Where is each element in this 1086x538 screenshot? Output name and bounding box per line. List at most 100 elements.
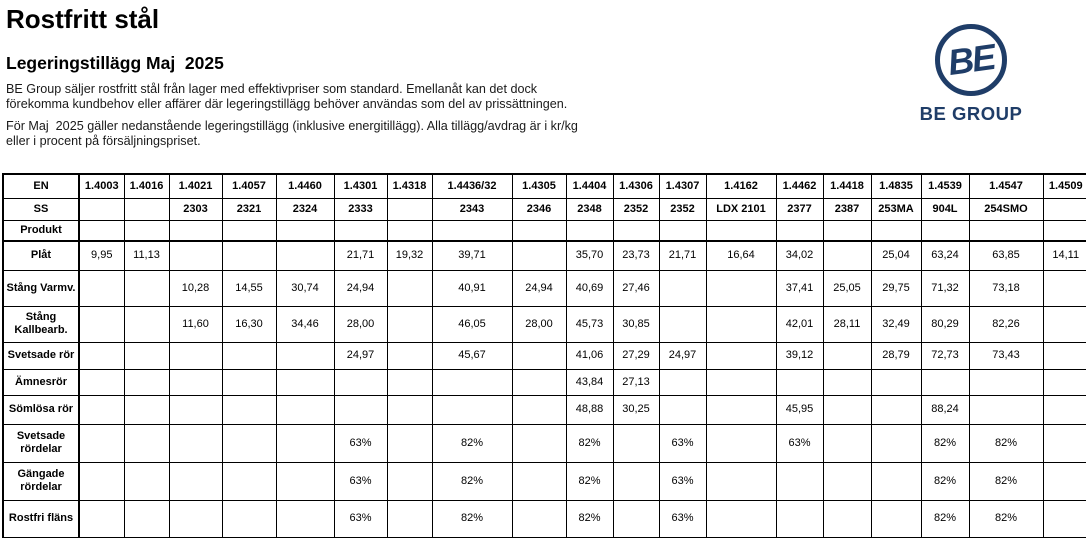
filled-cell bbox=[822, 240, 872, 271]
filled-cell bbox=[123, 423, 170, 463]
surcharge-value-cell: 63,24 bbox=[920, 240, 970, 271]
ss-code-cell: 2324 bbox=[275, 197, 335, 221]
empty-cell bbox=[123, 219, 170, 242]
row-label: Stång Varmv. bbox=[2, 269, 80, 307]
surcharge-value-cell: 63,85 bbox=[968, 240, 1044, 271]
surcharge-value-cell: 42,01 bbox=[775, 305, 824, 343]
surcharge-value-cell: 46,05 bbox=[431, 305, 513, 343]
surcharge-value-cell: 82% bbox=[968, 423, 1044, 463]
filled-cell bbox=[822, 423, 872, 463]
surcharge-value-cell: 21,71 bbox=[658, 240, 707, 271]
table-row: Rostfri fläns 63% 82% 82% 63% 82% 82% bbox=[2, 499, 1086, 538]
filled-cell bbox=[275, 499, 335, 538]
surcharge-value-cell: 16,30 bbox=[221, 305, 277, 343]
filled-cell bbox=[168, 240, 223, 271]
row-label: EN bbox=[2, 173, 80, 199]
ss-code-cell: 2346 bbox=[511, 197, 567, 221]
filled-cell bbox=[123, 368, 170, 396]
surcharge-value-cell: 73,43 bbox=[968, 341, 1044, 370]
filled-cell bbox=[221, 499, 277, 538]
row-label: Ämnesrör bbox=[2, 368, 80, 396]
surcharge-value-cell: 71,32 bbox=[920, 269, 970, 307]
surcharge-value-cell: 48,88 bbox=[565, 394, 614, 425]
ss-code-cell: 2352 bbox=[658, 197, 707, 221]
surcharge-value-cell: 41,06 bbox=[565, 341, 614, 370]
surcharge-value-cell: 24,94 bbox=[333, 269, 388, 307]
surcharge-value-cell: 23,73 bbox=[612, 240, 660, 271]
filled-cell bbox=[511, 423, 567, 463]
empty-cell bbox=[511, 219, 567, 242]
empty-cell bbox=[1042, 197, 1086, 221]
surcharge-value-cell: 14,55 bbox=[221, 269, 277, 307]
filled-cell bbox=[870, 461, 922, 501]
empty-cell bbox=[168, 219, 223, 242]
filled-cell bbox=[968, 368, 1044, 396]
row-label: SS bbox=[2, 197, 80, 221]
table-row: Stång Kallbearb. 11,60 16,30 34,46 28,00 46,0… bbox=[2, 305, 1086, 343]
surcharge-value-cell: 82% bbox=[565, 461, 614, 501]
filled-cell bbox=[221, 394, 277, 425]
filled-cell bbox=[123, 461, 170, 501]
filled-cell bbox=[658, 305, 707, 343]
empty-cell bbox=[822, 219, 872, 242]
empty-cell bbox=[386, 219, 433, 242]
surcharge-value-cell: 10,28 bbox=[168, 269, 223, 307]
surcharge-value-cell: 88,24 bbox=[920, 394, 970, 425]
surcharge-value-cell: 82% bbox=[920, 461, 970, 501]
ss-code-cell: 2321 bbox=[221, 197, 277, 221]
surcharge-value-cell: 30,74 bbox=[275, 269, 335, 307]
filled-cell bbox=[123, 499, 170, 538]
row-label: Stång Kallbearb. bbox=[2, 305, 80, 343]
filled-cell bbox=[275, 461, 335, 501]
surcharge-value-cell: 82% bbox=[431, 499, 513, 538]
filled-cell bbox=[612, 423, 660, 463]
surcharge-value-cell: 30,85 bbox=[612, 305, 660, 343]
surcharge-value-cell: 25,04 bbox=[870, 240, 922, 271]
table-row: Ämnesrör 43,84 27,13 bbox=[2, 368, 1086, 396]
filled-cell bbox=[123, 341, 170, 370]
alloy-surcharge-table: EN 1.4003 1.4016 1.4021 1.4057 1.4460 1.4301 1.… bbox=[2, 173, 1086, 538]
surcharge-value-cell: 63% bbox=[333, 499, 388, 538]
filled-cell bbox=[705, 269, 777, 307]
en-code-cell: 1.4301 bbox=[333, 173, 388, 199]
filled-cell bbox=[221, 240, 277, 271]
filled-cell bbox=[123, 269, 170, 307]
row-label: Plåt bbox=[2, 240, 80, 271]
filled-cell bbox=[275, 423, 335, 463]
filled-cell bbox=[705, 368, 777, 396]
filled-cell bbox=[822, 368, 872, 396]
surcharge-value-cell: 28,11 bbox=[822, 305, 872, 343]
surcharge-value-cell: 43,84 bbox=[565, 368, 614, 396]
surcharge-value-cell: 9,95 bbox=[78, 240, 125, 271]
surcharge-value-cell: 40,91 bbox=[431, 269, 513, 307]
filled-cell bbox=[705, 423, 777, 463]
filled-cell bbox=[333, 368, 388, 396]
row-label: Produkt bbox=[2, 219, 80, 242]
surcharge-value-cell: 63% bbox=[333, 423, 388, 463]
surcharge-value-cell: 28,00 bbox=[511, 305, 567, 343]
empty-cell bbox=[78, 197, 125, 221]
filled-cell bbox=[870, 423, 922, 463]
table-row: EN 1.4003 1.4016 1.4021 1.4057 1.4460 1.4301 1.… bbox=[2, 173, 1086, 199]
table-row: Svetsade rör 24,97 45,67 41,06 27,29 24,97 39,… bbox=[2, 341, 1086, 370]
filled-cell bbox=[386, 341, 433, 370]
surcharge-value-cell: 24,97 bbox=[658, 341, 707, 370]
filled-cell bbox=[1042, 305, 1086, 343]
ss-code-cell: 904L bbox=[920, 197, 970, 221]
surcharge-value-cell: 11,60 bbox=[168, 305, 223, 343]
filled-cell bbox=[658, 368, 707, 396]
en-code-cell: 1.4509 bbox=[1042, 173, 1086, 199]
empty-cell bbox=[78, 219, 125, 242]
surcharge-value-cell: 73,18 bbox=[968, 269, 1044, 307]
ss-code-cell: 2348 bbox=[565, 197, 614, 221]
en-code-cell: 1.4547 bbox=[968, 173, 1044, 199]
filled-cell bbox=[275, 368, 335, 396]
filled-cell bbox=[705, 499, 777, 538]
surcharge-value-cell: 45,67 bbox=[431, 341, 513, 370]
empty-cell bbox=[221, 219, 277, 242]
surcharge-value-cell: 34,46 bbox=[275, 305, 335, 343]
empty-cell bbox=[565, 219, 614, 242]
filled-cell bbox=[870, 394, 922, 425]
surcharge-value-cell: 27,29 bbox=[612, 341, 660, 370]
